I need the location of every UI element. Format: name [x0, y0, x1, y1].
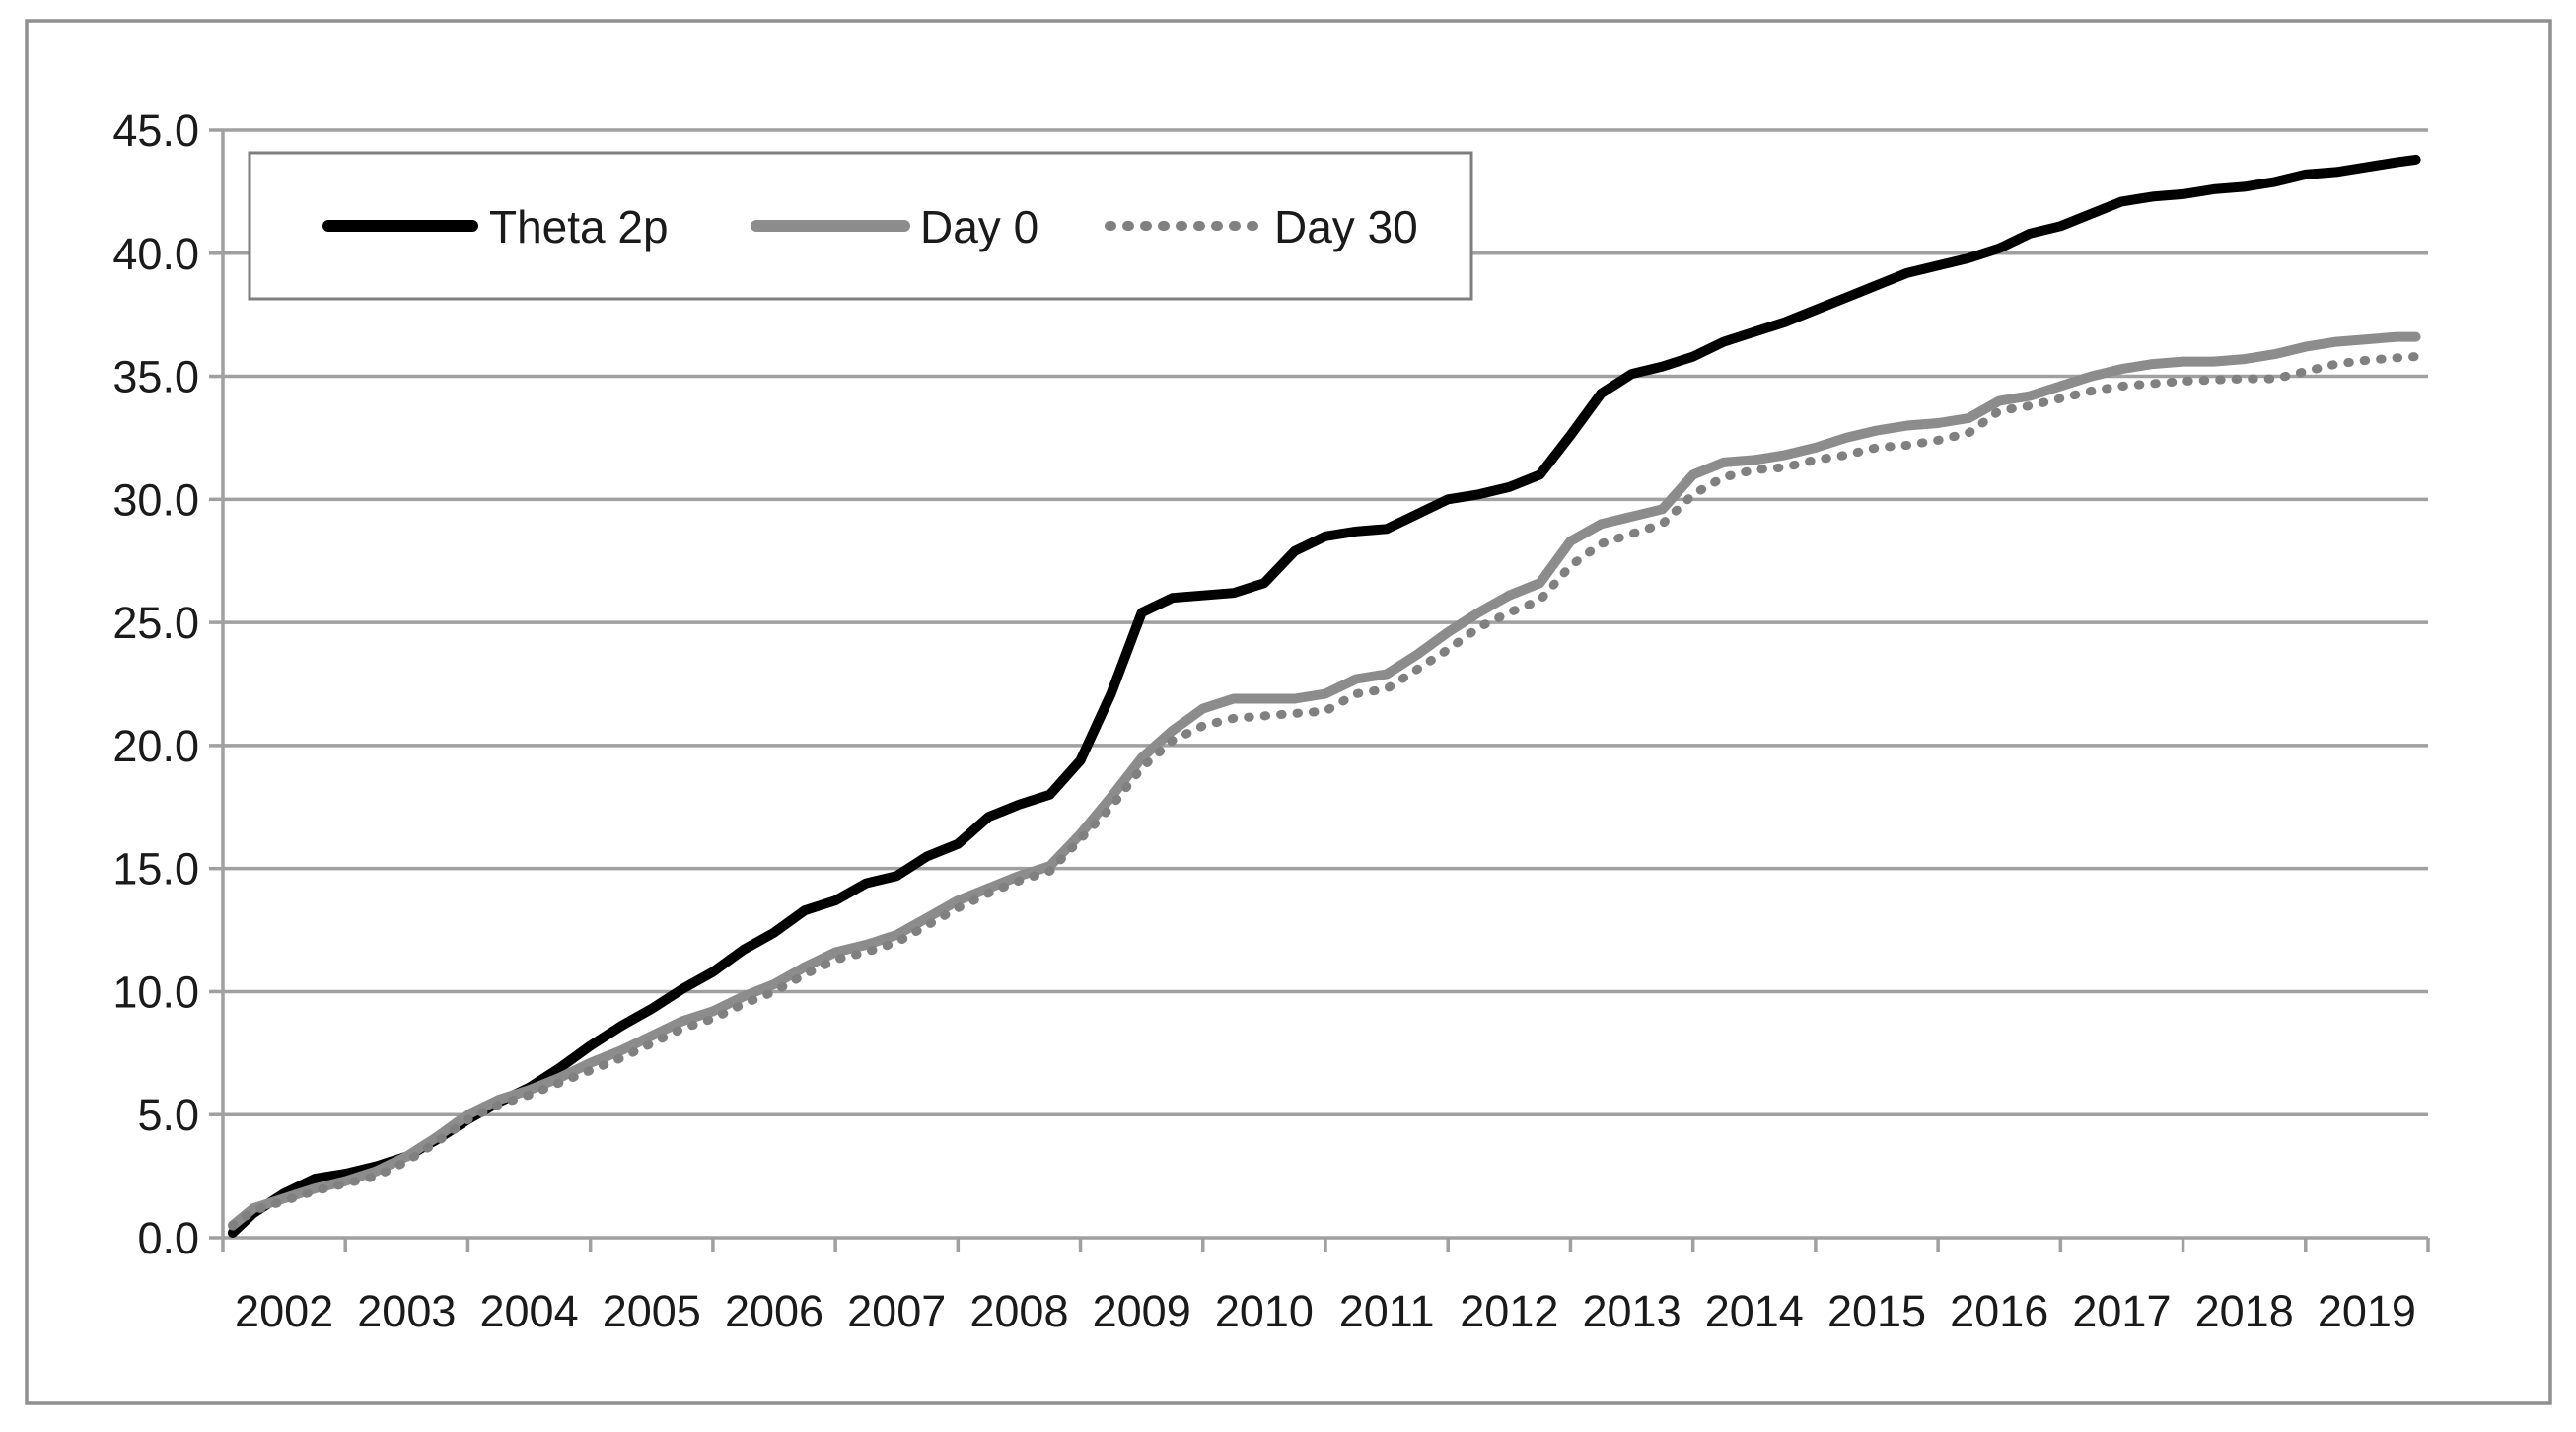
gridlines: [223, 128, 2428, 1116]
y-axis-label: 20.0: [112, 721, 199, 771]
series-line-day-30: [228, 352, 2421, 1230]
x-axis-label: 2006: [725, 1286, 823, 1336]
x-axis-label: 2017: [2072, 1286, 2171, 1336]
x-axis-label: 2005: [603, 1286, 701, 1336]
x-axis-label: 2012: [1460, 1286, 1558, 1336]
legend-label: Theta 2p: [489, 201, 669, 252]
y-axis-label: 25.0: [112, 598, 199, 648]
y-axis-label: 10.0: [112, 967, 199, 1017]
legend-items: Theta 2p Day 0 Day 30: [322, 201, 1418, 252]
x-axis-label: 2008: [969, 1286, 1068, 1336]
x-axis-labels: 2002 2003 2004 2005 2006 2007 2008 2009 2010 2011…: [235, 1286, 2416, 1336]
y-axis-label: 5.0: [137, 1090, 199, 1140]
legend-item-theta-2p: Theta 2p: [322, 201, 669, 252]
x-axis-label: 2016: [1950, 1286, 2048, 1336]
x-axis-label: 2009: [1093, 1286, 1191, 1336]
legend-label: Day 0: [920, 201, 1038, 252]
x-axis-label: 2003: [357, 1286, 456, 1336]
y-axis-label: 30.0: [112, 474, 199, 525]
y-axis-label: 15.0: [112, 844, 199, 895]
x-axis-label: 2010: [1215, 1286, 1314, 1336]
tick-marks: [209, 128, 2430, 1252]
series-line-theta-2p: [227, 154, 2421, 1238]
x-axis-label: 2011: [1339, 1286, 1435, 1336]
x-axis-label: 2007: [847, 1286, 946, 1336]
legend-item-day-0: Day 0: [751, 201, 1038, 252]
x-axis-label: 2014: [1705, 1286, 1804, 1336]
legend: Theta 2p Day 0 Day 30: [248, 151, 1473, 301]
x-axis-label: 2015: [1827, 1286, 1926, 1336]
legend-item-day-30: Day 30: [1105, 201, 1418, 252]
legend-label: Day 30: [1274, 201, 1418, 252]
series-line-day-0: [227, 331, 2421, 1231]
x-axis-label: 2002: [235, 1286, 333, 1336]
x-axis-label: 2013: [1583, 1286, 1682, 1336]
y-axis-label: 45.0: [112, 106, 199, 156]
y-axis-label: 0.0: [137, 1213, 199, 1263]
x-axis-label: 2004: [480, 1286, 579, 1336]
y-axis-label: 35.0: [112, 352, 199, 402]
x-axis-label: 2018: [2195, 1286, 2294, 1336]
series-lines: [227, 154, 2421, 1238]
x-axis-label: 2019: [2318, 1286, 2416, 1336]
y-axis-labels: 0.0 5.0 10.0 15.0 20.0 25.0 30.0 35.0 40.0 45.0: [112, 106, 199, 1263]
y-axis-label: 40.0: [112, 229, 199, 279]
